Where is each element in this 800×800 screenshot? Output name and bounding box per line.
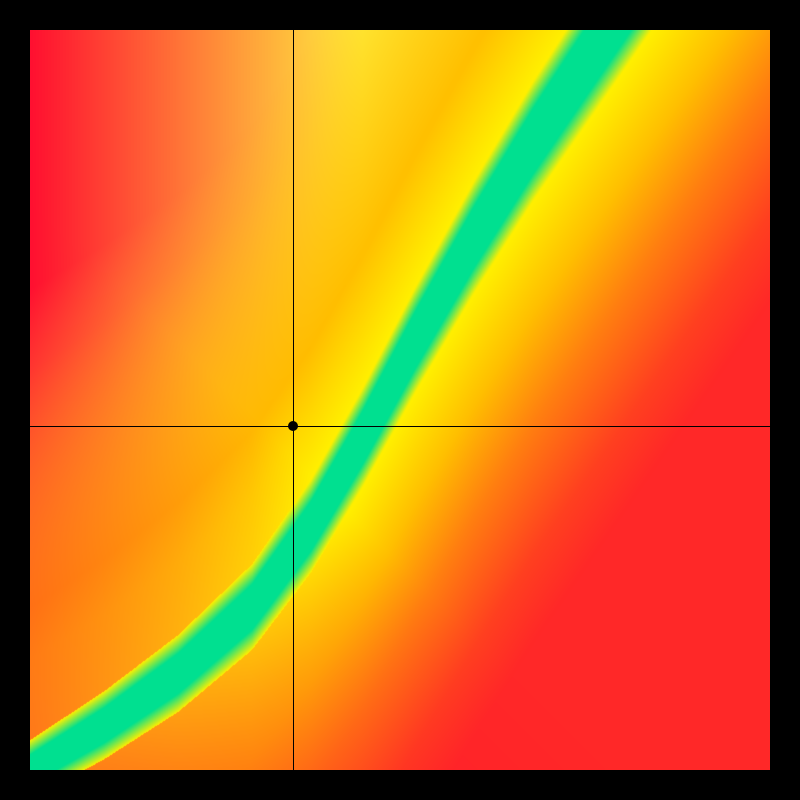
heatmap-canvas <box>30 30 770 770</box>
crosshair-vertical <box>293 30 294 770</box>
plot-area <box>30 30 770 770</box>
crosshair-horizontal <box>30 426 770 427</box>
chart-container <box>0 0 800 800</box>
crosshair-dot <box>288 421 298 431</box>
